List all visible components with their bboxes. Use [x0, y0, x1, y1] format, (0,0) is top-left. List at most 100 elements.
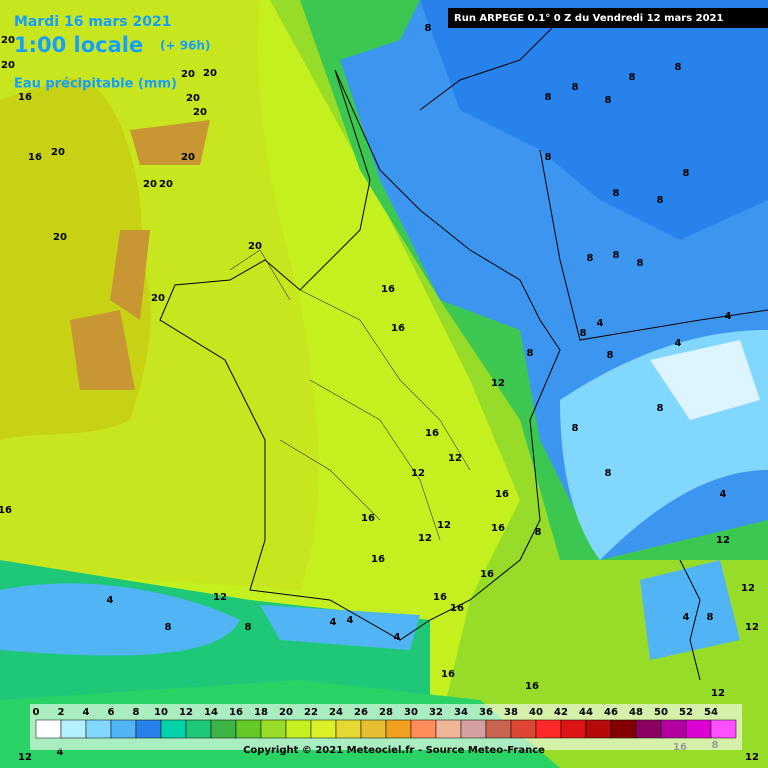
- legend-tick-label: 12: [179, 707, 193, 718]
- legend-tick-label: 30: [404, 707, 418, 718]
- legend-tick-label: 10: [154, 707, 168, 718]
- legend-swatch: [235, 719, 262, 739]
- contour-label: 16: [381, 284, 395, 295]
- legend-swatch: [410, 719, 437, 739]
- copyright: Copyright © 2021 Meteociel.fr - Source M…: [243, 745, 545, 756]
- contour-label: 12: [18, 752, 32, 763]
- contour-label: 8: [683, 168, 690, 179]
- legend-tick-label: 44: [579, 707, 593, 718]
- contour-label: 20: [1, 60, 15, 71]
- contour-label: 12: [418, 533, 432, 544]
- field-alps-core: [650, 340, 760, 420]
- contour-label: 4: [107, 595, 114, 606]
- contour-label: 16: [371, 554, 385, 565]
- contour-label: 20: [51, 147, 65, 158]
- legend-tick-label: 32: [429, 707, 443, 718]
- legend-swatch: [110, 719, 137, 739]
- run: Run ARPEGE 0.1° 0 Z du Vendredi 12 mars …: [454, 13, 724, 24]
- contour-label: 4: [597, 318, 604, 329]
- legend-tick-label: 18: [254, 707, 268, 718]
- legend-tick-label: 46: [604, 707, 618, 718]
- legend-tick-label: 24: [329, 707, 343, 718]
- contour-label: 4: [347, 615, 354, 626]
- legend-swatch: [60, 719, 87, 739]
- contour-label: 12: [716, 535, 730, 546]
- contour-label: 8: [657, 403, 664, 414]
- contour-label: 16: [361, 513, 375, 524]
- legend-swatch: [260, 719, 287, 739]
- contour-label: 8: [607, 350, 614, 361]
- legend-tick-label: 28: [379, 707, 393, 718]
- contour-label: 8: [657, 195, 664, 206]
- legend-tick-label: 16: [229, 707, 243, 718]
- legend-swatch: [360, 719, 387, 739]
- contour-label: 12: [437, 520, 451, 531]
- contour-label: 8: [165, 622, 172, 633]
- contour-label: 8: [527, 348, 534, 359]
- legend-tick-label: 52: [679, 707, 693, 718]
- legend-swatch: [710, 719, 737, 739]
- contour-label: 8: [245, 622, 252, 633]
- legend-tick-label: 48: [629, 707, 643, 718]
- contour-label: 16: [18, 92, 32, 103]
- contour-label: 20: [186, 93, 200, 104]
- legend-swatch: [635, 719, 662, 739]
- contour-label: 8: [613, 188, 620, 199]
- contour-label: 20: [181, 69, 195, 80]
- border-france: [159, 69, 561, 641]
- contour-label: 8: [605, 468, 612, 479]
- legend-swatch: [335, 719, 362, 739]
- contour-label: 8: [707, 612, 714, 623]
- legend-tick-label: 40: [529, 707, 543, 718]
- contour-label: 16: [480, 569, 494, 580]
- legend-swatch: [485, 719, 512, 739]
- contour-label: 4: [675, 338, 682, 349]
- run-box: [448, 8, 768, 28]
- contour-label: 4: [683, 612, 690, 623]
- contour-label: 16: [425, 428, 439, 439]
- contour-label: 16: [441, 669, 455, 680]
- contour-label: 8: [572, 423, 579, 434]
- legend-tick-label: 0: [33, 707, 40, 718]
- legend-swatch: [285, 719, 312, 739]
- legend-tick-label: 2: [58, 707, 65, 718]
- legend-tick-label: 20: [279, 707, 293, 718]
- contour-label: 20: [193, 107, 207, 118]
- contour-label: 20: [248, 241, 262, 252]
- legend-tick-label: 36: [479, 707, 493, 718]
- legend-swatch: [510, 719, 537, 739]
- legend-tick-label: 22: [304, 707, 318, 718]
- legend-swatch: [460, 719, 487, 739]
- legend-tick-label: 50: [654, 707, 668, 718]
- legend-swatch: [660, 719, 687, 739]
- legend-swatch: [435, 719, 462, 739]
- contour-label: 20: [181, 152, 195, 163]
- contour-label: 16: [391, 323, 405, 334]
- contour-label: 12: [491, 378, 505, 389]
- legend-swatch: [560, 719, 587, 739]
- contour-label: 20: [53, 232, 67, 243]
- legend-tick-label: 14: [204, 707, 218, 718]
- contour-label: 12: [741, 583, 755, 594]
- legend-tick-label: 38: [504, 707, 518, 718]
- contour-label: 12: [213, 592, 227, 603]
- contour-label: 20: [143, 179, 157, 190]
- legend-swatch: [685, 719, 712, 739]
- legend-tick-label: 54: [704, 707, 718, 718]
- legend-tick-label: 6: [108, 707, 115, 718]
- legend-swatch: [385, 719, 412, 739]
- contour-label: 12: [745, 752, 759, 763]
- legend-swatch: [135, 719, 162, 739]
- contour-label: 8: [535, 527, 542, 538]
- borders-regions: [229, 249, 471, 541]
- legend: 0 2 4 6 8 10 12 14 16 18 20 22 24 26 28 30 32 34 36 38 40 42 4…: [33, 707, 737, 739]
- legend-swatch: [610, 719, 637, 739]
- contour-label: 16: [28, 152, 42, 163]
- contour-label: 8: [580, 328, 587, 339]
- contour-label: 4: [725, 311, 732, 322]
- contour-label: 8: [605, 95, 612, 106]
- contour-label: 20: [203, 68, 217, 79]
